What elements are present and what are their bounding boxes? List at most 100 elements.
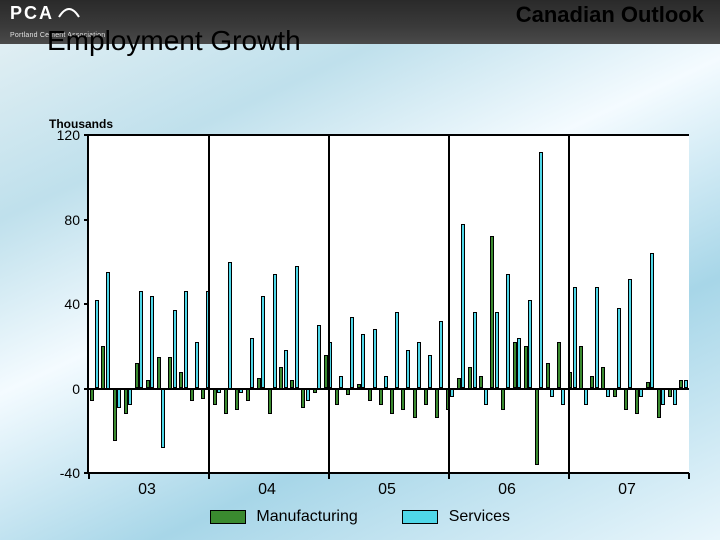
x-year-label: 04 bbox=[258, 481, 276, 499]
year-divider bbox=[328, 135, 330, 473]
bar-manufacturing bbox=[168, 357, 172, 389]
bar-manufacturing bbox=[401, 389, 405, 410]
bar-manufacturing bbox=[135, 363, 139, 388]
x-axis-labels: 0304050607 bbox=[87, 481, 687, 501]
bar-manufacturing bbox=[546, 363, 550, 388]
bar-services bbox=[161, 389, 165, 448]
bar-manufacturing bbox=[179, 372, 183, 389]
bar-manufacturing bbox=[613, 389, 617, 397]
legend: Manufacturing Services bbox=[0, 508, 720, 526]
bar-services bbox=[95, 300, 99, 389]
chart-title: Employment Growth bbox=[47, 25, 301, 57]
bar-services bbox=[650, 253, 654, 388]
bar-services bbox=[428, 355, 432, 389]
bar-services bbox=[228, 262, 232, 389]
bar-services bbox=[284, 350, 288, 388]
bar-services bbox=[484, 389, 488, 406]
plot-border-top bbox=[89, 134, 689, 136]
bar-manufacturing bbox=[390, 389, 394, 414]
bar-manufacturing bbox=[113, 389, 117, 442]
bar-manufacturing bbox=[213, 389, 217, 406]
bar-manufacturing bbox=[601, 367, 605, 388]
bar-services bbox=[617, 308, 621, 388]
legend-label-manufacturing: Manufacturing bbox=[256, 508, 357, 525]
plot-area bbox=[87, 135, 689, 473]
bar-services bbox=[573, 287, 577, 388]
bar-services bbox=[250, 338, 254, 389]
logo-arc-icon bbox=[58, 5, 80, 24]
slide: PCA Portland Cement Association Canadian… bbox=[0, 0, 720, 540]
bar-manufacturing bbox=[90, 389, 94, 402]
bar-manufacturing bbox=[335, 389, 339, 406]
bar-services bbox=[173, 310, 177, 388]
bar-manufacturing bbox=[246, 389, 250, 402]
bar-services bbox=[584, 389, 588, 406]
bar-manufacturing bbox=[535, 389, 539, 465]
bar-services bbox=[373, 329, 377, 388]
y-tick-label: 40 bbox=[46, 296, 80, 312]
bar-manufacturing bbox=[579, 346, 583, 388]
bar-services bbox=[395, 312, 399, 388]
bar-services bbox=[317, 325, 321, 388]
y-tick-label: 0 bbox=[46, 381, 80, 397]
x-year-label: 03 bbox=[138, 481, 156, 499]
bar-manufacturing bbox=[201, 389, 205, 400]
bar-services bbox=[195, 342, 199, 388]
legend-swatch-services bbox=[402, 510, 438, 524]
bar-services bbox=[273, 274, 277, 388]
bar-services bbox=[306, 389, 310, 402]
bar-services bbox=[406, 350, 410, 388]
bar-services bbox=[506, 274, 510, 388]
y-axis: -4004080120 bbox=[49, 135, 84, 473]
bar-services bbox=[361, 334, 365, 389]
zero-line bbox=[89, 388, 689, 390]
bar-services bbox=[439, 321, 443, 389]
bar-manufacturing bbox=[279, 367, 283, 388]
bar-manufacturing bbox=[268, 389, 272, 414]
bar-manufacturing bbox=[557, 342, 561, 388]
bar-services bbox=[528, 300, 532, 389]
bar-services bbox=[150, 296, 154, 389]
bar-manufacturing bbox=[624, 389, 628, 410]
bar-manufacturing bbox=[501, 389, 505, 410]
year-divider bbox=[208, 135, 210, 473]
bar-services bbox=[639, 389, 643, 397]
bar-manufacturing bbox=[224, 389, 228, 414]
bar-manufacturing bbox=[435, 389, 439, 419]
page-corner-title: Canadian Outlook bbox=[516, 2, 704, 28]
year-divider bbox=[448, 135, 450, 473]
bar-manufacturing bbox=[190, 389, 194, 402]
bar-manufacturing bbox=[490, 236, 494, 388]
bar-services bbox=[184, 291, 188, 388]
bar-services bbox=[295, 266, 299, 389]
year-divider bbox=[568, 135, 570, 473]
bar-services bbox=[550, 389, 554, 397]
bar-services bbox=[139, 291, 143, 388]
legend-swatch-manufacturing bbox=[210, 510, 246, 524]
plot-border-bottom bbox=[89, 472, 689, 474]
bar-manufacturing bbox=[301, 389, 305, 408]
logo-text: PCA bbox=[10, 3, 54, 23]
bar-services bbox=[561, 389, 565, 406]
bar-services bbox=[128, 389, 132, 406]
y-tick-label: -40 bbox=[46, 465, 80, 481]
x-year-label: 05 bbox=[378, 481, 396, 499]
bar-services bbox=[117, 389, 121, 408]
bar-services bbox=[606, 389, 610, 397]
bar-services bbox=[106, 272, 110, 388]
bar-services bbox=[461, 224, 465, 389]
bar-manufacturing bbox=[157, 357, 161, 389]
bar-services bbox=[673, 389, 677, 406]
bars-layer bbox=[89, 135, 689, 473]
bar-services bbox=[495, 312, 499, 388]
bar-manufacturing bbox=[668, 389, 672, 397]
legend-label-services: Services bbox=[449, 508, 510, 525]
bar-manufacturing bbox=[379, 389, 383, 406]
x-year-label: 07 bbox=[618, 481, 636, 499]
bar-manufacturing bbox=[413, 389, 417, 419]
bar-manufacturing bbox=[524, 346, 528, 388]
bar-services bbox=[661, 389, 665, 406]
bar-manufacturing bbox=[101, 346, 105, 388]
bar-manufacturing bbox=[424, 389, 428, 406]
bar-manufacturing bbox=[124, 389, 128, 414]
